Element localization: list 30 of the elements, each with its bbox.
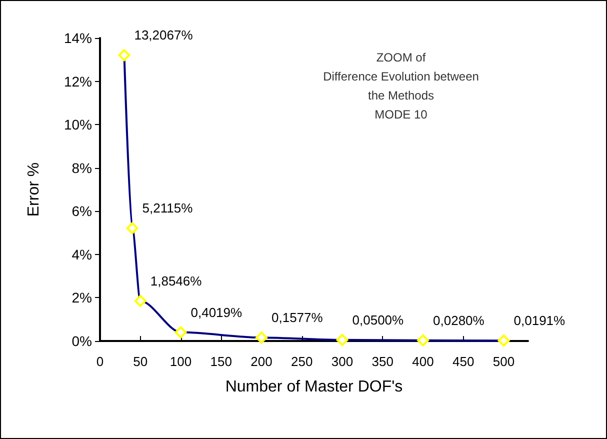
x-tick-label: 500 [492,354,515,369]
y-axis-title: Error % [26,162,42,217]
text: ZOOM of Difference Evolution between the Methods MODE 10 [323,50,479,122]
data-label: 0,1577% [272,310,324,326]
data-label: 0,0280% [433,312,485,328]
data-label: 1,8546% [150,273,202,288]
x-tick-label: 250 [291,354,313,369]
x-tick-label: 0 [96,354,104,369]
x-tick-label: 300 [331,354,354,369]
x-tick-label: 100 [170,354,192,369]
y-tick-label: 14% [64,30,92,46]
x-tick-label: 50 [133,354,148,369]
x-tick-label: 150 [210,354,232,369]
x-tick-label: 400 [412,354,434,369]
x-tick-label: 350 [372,354,394,369]
data-label: 5,2115% [142,200,194,216]
y-tick-label: 4% [72,246,92,262]
data-label: 0,0191% [514,313,566,328]
x-axis-title: Number of Master DOF's [225,378,403,396]
y-tick-label: 6% [72,203,92,220]
data-label: 13,2067% [134,28,194,43]
y-tick-label: 12% [64,73,92,90]
x-tick-label: 450 [452,354,474,369]
x-tick-label: 200 [250,354,272,369]
y-tick-label: 8% [72,160,92,176]
data-label: 0,4019% [190,304,243,320]
data-label: 0,0500% [352,312,404,328]
y-tick-label: 10% [64,116,92,133]
y-tick-label: 2% [72,290,92,306]
y-tick-label: 0% [72,333,92,349]
